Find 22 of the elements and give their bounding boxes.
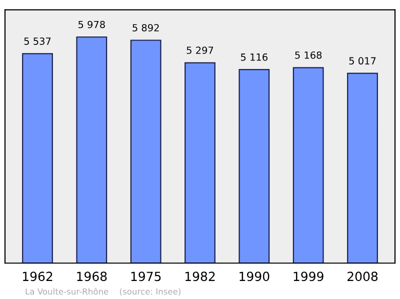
data-label: 5 116 [241,53,268,61]
x-tick-label: 1990 [240,272,270,282]
x-tick-label: 1982 [185,272,215,282]
data-label: 5 892 [132,24,159,32]
data-label: 5 537 [24,38,51,45]
x-tick-label: 1999 [294,272,324,282]
text: La Voulte-sur-Rhône (source: Insee) [26,288,180,296]
data-label: 5 168 [295,51,322,59]
bar [184,62,216,264]
x-tick-label: 1968 [77,272,107,282]
x-tick-label: 1962 [22,272,52,282]
bar [347,72,378,264]
data-label: 5 017 [349,57,376,65]
x-tick-label: 2008 [348,272,378,282]
bar [292,67,324,264]
data-label: 5 297 [186,46,214,54]
bar [238,69,270,264]
data-label: 5 978 [78,20,105,28]
bar [22,53,53,264]
bar [76,36,108,264]
bar [130,40,162,264]
x-tick-label: 1975 [131,272,161,282]
